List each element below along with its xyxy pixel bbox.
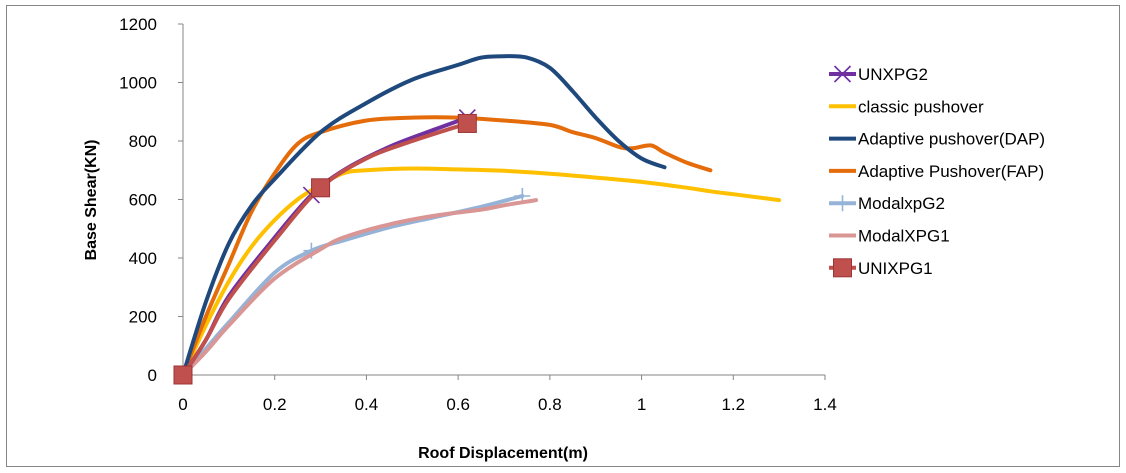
- y-tick-label: 600: [129, 191, 157, 210]
- legend-item-unxpg2: UNXPG2: [829, 65, 928, 84]
- data-point-unixpg1: [311, 178, 331, 198]
- y-tick-label: 800: [129, 132, 157, 151]
- y-tick-label: 1200: [119, 15, 157, 34]
- legend-label: Adaptive pushover(DAP): [858, 130, 1045, 149]
- legend-label: UNIXPG1: [858, 259, 933, 278]
- x-tick-label: 1.4: [813, 395, 837, 414]
- data-point-unixpg1: [457, 113, 477, 133]
- x-tick-label: 0.6: [446, 395, 470, 414]
- legend-item-unixpg1: UNIXPG1: [829, 258, 933, 278]
- x-tick-label: 0.4: [355, 395, 379, 414]
- series-line-unixpg1: [181, 121, 470, 377]
- legend-item-adaptive-pushover-dap: Adaptive pushover(DAP): [829, 130, 1045, 149]
- legend-item-modalxpg2: ModalxpG2: [829, 194, 945, 213]
- series-line-modalxpg2: [181, 194, 525, 377]
- legend-label: UNXPG2: [858, 65, 928, 84]
- x-tick-label: 0.2: [263, 395, 287, 414]
- legend-marker: [833, 65, 852, 83]
- data-point-unixpg1: [173, 365, 193, 385]
- legend-marker: [833, 258, 852, 278]
- series-line-adaptive-pushover-fap: [181, 115, 713, 377]
- x-axis-title: Roof Displacement(m): [418, 445, 588, 462]
- legend-item-adaptive-pushover-fap: Adaptive Pushover(FAP): [829, 162, 1044, 181]
- legend-label: ModalXPG1: [858, 227, 950, 246]
- x-tick-label: 1: [637, 395, 646, 414]
- x-tick-label: 1.2: [721, 395, 745, 414]
- y-tick-label: 400: [129, 249, 157, 268]
- series-line-modalxpg1: [181, 198, 539, 377]
- axes: 0 200 400 600 800 1000 1200 0 0.2 0.4 0.6 0.8 1 1.2 1.…: [119, 15, 837, 414]
- legend-label: Adaptive Pushover(FAP): [858, 162, 1044, 181]
- y-tick-label: 0: [148, 366, 157, 385]
- series-line-classic-pushover: [181, 166, 782, 377]
- legend: UNXPG2 classic pushover Adaptive pushover(…: [829, 65, 1045, 278]
- legend-label: classic pushover: [858, 97, 984, 116]
- y-tick-label: 200: [129, 308, 157, 327]
- y-axis-title: Base Shear(KN): [83, 140, 100, 261]
- x-tick-label: 0.8: [538, 395, 562, 414]
- y-tick-label: 1000: [119, 74, 157, 93]
- series-line-adaptive-pushover-dap: [181, 54, 667, 377]
- legend-item-classic-pushover: classic pushover: [829, 97, 984, 116]
- legend-label: ModalxpG2: [858, 194, 945, 213]
- legend-marker: [834, 195, 851, 212]
- x-tick-label: 0: [178, 395, 187, 414]
- legend-item-modalxpg1: ModalXPG1: [829, 227, 950, 246]
- plot-area: [173, 54, 782, 385]
